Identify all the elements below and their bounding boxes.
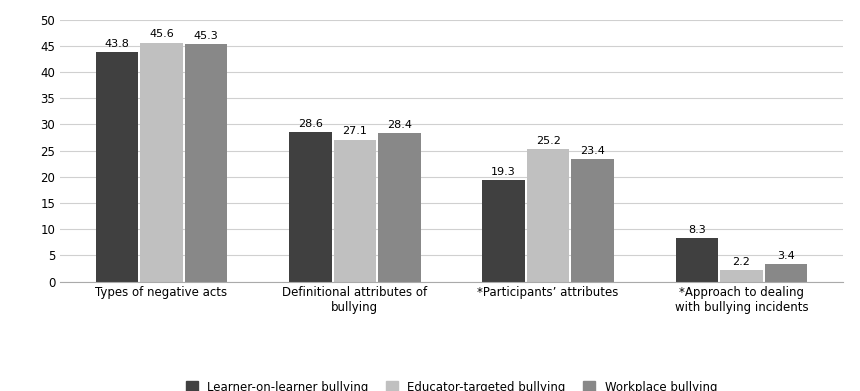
Text: 19.3: 19.3 (491, 167, 516, 177)
Bar (95, 52, 138, 282)
Bar (378, 133, 421, 282)
Bar (765, 264, 808, 282)
Text: 8.3: 8.3 (688, 225, 706, 235)
Text: 25.2: 25.2 (536, 136, 561, 146)
Text: 28.6: 28.6 (298, 118, 322, 129)
Bar (289, 132, 332, 282)
Bar (140, 43, 183, 282)
Text: 45.3: 45.3 (194, 31, 218, 41)
Bar (334, 140, 376, 282)
Text: 43.8: 43.8 (105, 39, 130, 49)
Bar (185, 44, 227, 282)
Bar (676, 238, 718, 282)
Text: 28.4: 28.4 (387, 120, 412, 129)
Bar (527, 149, 569, 282)
Legend: Learner-on-learner bullying, Educator-targeted bullying, Workplace bullying: Learner-on-learner bullying, Educator-ta… (186, 380, 717, 391)
Text: 27.1: 27.1 (342, 126, 367, 136)
Text: 3.4: 3.4 (777, 251, 795, 260)
Bar (720, 270, 763, 282)
Bar (482, 180, 525, 282)
Text: 2.2: 2.2 (733, 257, 751, 267)
Bar (571, 159, 614, 282)
Text: 45.6: 45.6 (149, 29, 174, 39)
Text: 23.4: 23.4 (580, 146, 605, 156)
